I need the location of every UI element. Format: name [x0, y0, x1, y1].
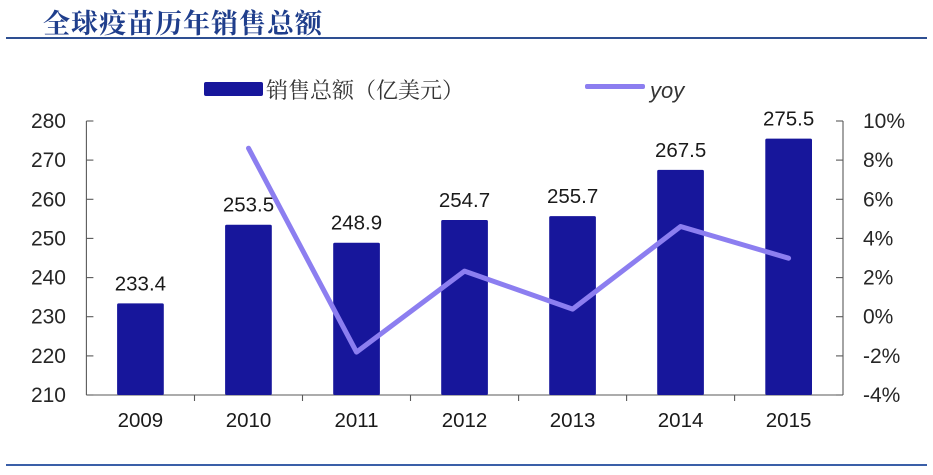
svg-text:4%: 4%	[863, 227, 893, 250]
svg-text:0%: 0%	[863, 306, 893, 329]
svg-text:2014: 2014	[658, 409, 704, 432]
svg-text:267.5: 267.5	[655, 139, 706, 162]
svg-text:280: 280	[31, 110, 66, 133]
svg-text:220: 220	[31, 345, 66, 368]
svg-text:2%: 2%	[863, 267, 893, 290]
svg-text:275.5: 275.5	[763, 108, 814, 131]
svg-text:250: 250	[31, 227, 66, 250]
svg-text:2013: 2013	[550, 409, 596, 432]
svg-text:260: 260	[31, 188, 66, 211]
svg-text:2015: 2015	[766, 409, 812, 432]
svg-text:2009: 2009	[118, 409, 164, 432]
svg-text:254.7: 254.7	[439, 189, 490, 212]
svg-text:2011: 2011	[334, 409, 378, 432]
svg-text:210: 210	[31, 384, 66, 407]
svg-text:255.7: 255.7	[547, 185, 598, 208]
svg-text:6%: 6%	[863, 188, 893, 211]
svg-text:-4%: -4%	[863, 384, 900, 407]
svg-text:2010: 2010	[226, 409, 272, 432]
svg-text:253.5: 253.5	[223, 194, 274, 217]
svg-text:8%: 8%	[863, 149, 893, 172]
svg-text:10%: 10%	[863, 110, 905, 133]
svg-text:-2%: -2%	[863, 345, 900, 368]
svg-text:2012: 2012	[442, 409, 488, 432]
svg-text:233.4: 233.4	[115, 272, 166, 295]
svg-text:270: 270	[31, 149, 66, 172]
svg-text:248.9: 248.9	[331, 212, 382, 235]
svg-text:240: 240	[31, 267, 66, 290]
svg-text:230: 230	[31, 306, 66, 329]
